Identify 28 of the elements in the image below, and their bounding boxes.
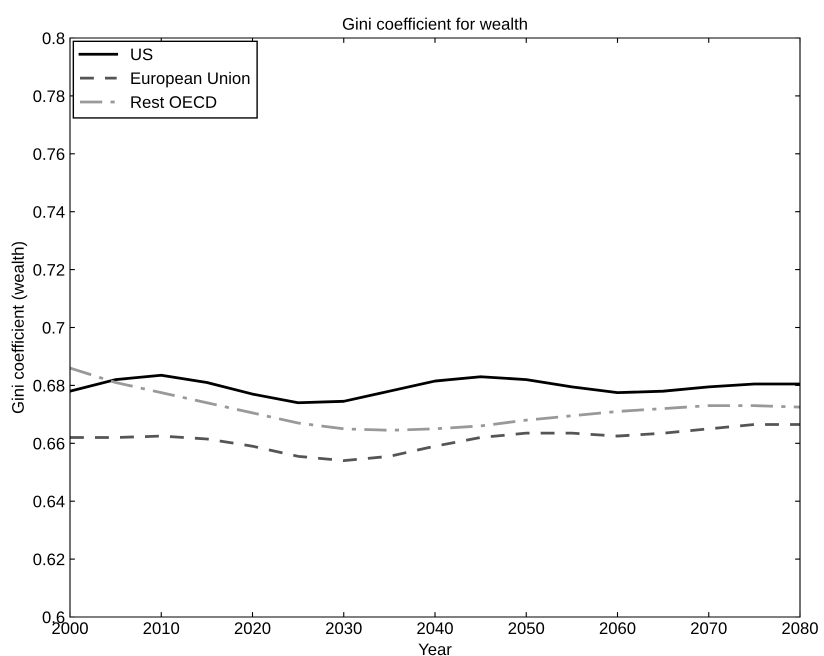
y-tick-label: 0.76	[33, 148, 64, 160]
y-tick-label: 0.62	[33, 554, 64, 566]
y-tick-label: 0.6	[42, 611, 64, 624]
y-tick-label: 0.66	[33, 438, 64, 450]
y-tick-label: 0.78	[33, 90, 64, 102]
legend-label: European Union	[131, 72, 250, 88]
y-axis-title: Gini coefficient (wealth)	[12, 242, 28, 414]
y-tick-label: 0.74	[33, 206, 65, 218]
x-tick-label: 2080	[782, 622, 818, 634]
x-tick-label: 2030	[326, 622, 362, 634]
x-tick-label: 2060	[600, 622, 636, 634]
legend-label: US	[131, 48, 152, 60]
x-axis-title: Year	[418, 644, 452, 656]
x-tick-label: 2050	[508, 622, 544, 634]
legend-label: Rest OECD	[131, 96, 216, 108]
x-tick-label: 2020	[234, 622, 270, 634]
line-series	[70, 423, 800, 462]
chart-title: Gini coefficient for wealth	[342, 18, 527, 30]
x-tick-label: 2010	[144, 622, 180, 634]
y-tick-label: 0.72	[33, 264, 64, 276]
x-tick-label: 2070	[691, 622, 727, 634]
line-series	[70, 366, 800, 432]
y-tick-label: 0.7	[42, 322, 64, 334]
x-tick-label: 2000	[52, 622, 88, 634]
y-tick-label: 0.64	[33, 496, 65, 508]
y-tick-label: 0.68	[33, 380, 64, 392]
y-tick-label: 0.8	[42, 32, 64, 44]
x-tick-label: 2040	[417, 622, 453, 634]
